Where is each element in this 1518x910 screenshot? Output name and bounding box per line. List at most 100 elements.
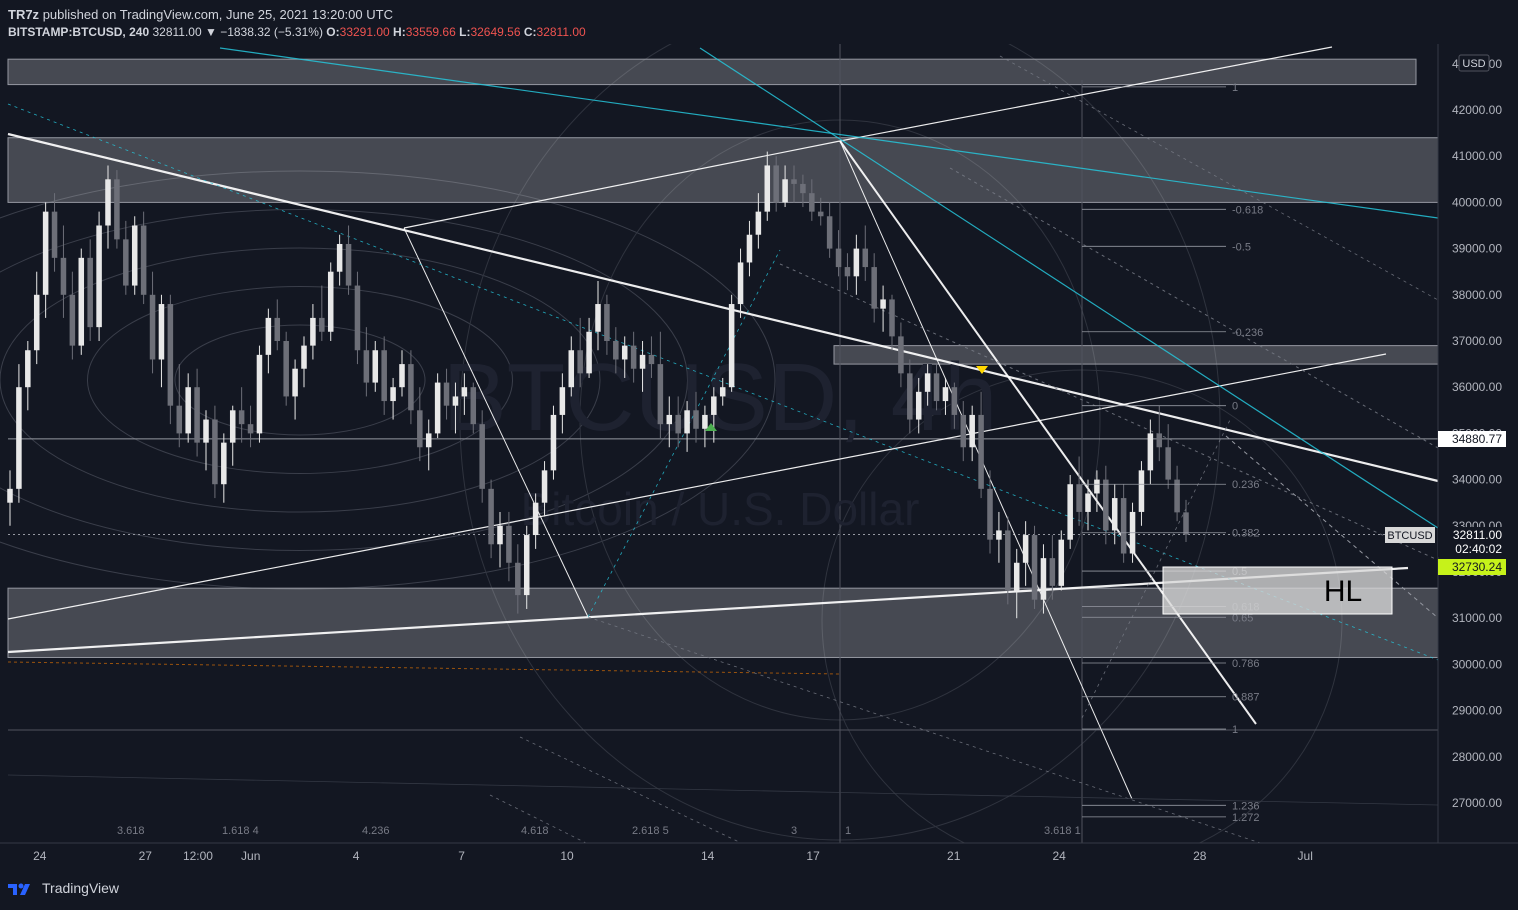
high-value: 33559.66 xyxy=(405,25,456,39)
hl-annotation-box[interactable] xyxy=(1162,566,1393,615)
candle-body xyxy=(924,373,931,392)
watermark-name: Bitcoin / U.S. Dollar xyxy=(521,483,920,535)
candle-body xyxy=(1120,498,1127,554)
candle-body xyxy=(283,341,289,397)
countdown-label: 02:40:02 xyxy=(1455,542,1502,556)
fib-time-label: 3.618 xyxy=(117,825,145,837)
candle-body xyxy=(853,248,860,277)
price-tick-label: 30000.00 xyxy=(1452,657,1502,671)
candle-body xyxy=(229,410,236,443)
candle-body xyxy=(604,304,610,341)
candle-body xyxy=(1013,562,1020,591)
candle-body xyxy=(1111,498,1118,531)
trendline-drawings[interactable] xyxy=(7,46,1439,901)
open-value: 33291.00 xyxy=(339,25,390,39)
time-tick-label: 24 xyxy=(33,849,47,863)
candle-body xyxy=(1138,470,1145,512)
fib-level-label: 1 xyxy=(1232,82,1238,94)
time-axis[interactable] xyxy=(0,843,1518,870)
candle-body xyxy=(265,317,272,355)
fib-level-label: 0.786 xyxy=(1232,658,1260,670)
candle-body xyxy=(559,387,566,415)
candle-body xyxy=(425,433,432,448)
candle-body xyxy=(60,257,67,295)
candle-body xyxy=(185,387,191,434)
fib-time-label: 1.618 4 xyxy=(222,825,259,837)
trendline xyxy=(587,249,781,618)
candle-body xyxy=(140,225,147,295)
candle-body xyxy=(301,345,307,369)
price-change: ▼ −1838.32 (−5.31%) xyxy=(204,25,323,39)
candle-body xyxy=(523,535,530,596)
time-tick-label: 21 xyxy=(947,849,961,863)
candle-body xyxy=(381,350,387,402)
candle-body xyxy=(719,387,726,397)
candle-body xyxy=(292,368,298,397)
candle-body xyxy=(800,183,806,194)
footer xyxy=(0,870,1518,910)
candle-body xyxy=(149,294,156,360)
level-price-tag: 34880.77 xyxy=(1438,431,1506,447)
publish-info: TR7z published on TradingView.com, June … xyxy=(8,7,393,22)
candle-body xyxy=(835,248,842,268)
candle-body xyxy=(898,336,904,374)
candle-body xyxy=(488,488,494,545)
time-tick-label: 27 xyxy=(139,849,153,863)
candle-body xyxy=(951,387,958,415)
time-tick-label: Jul xyxy=(1298,849,1313,863)
candle-body xyxy=(461,387,468,397)
price-tick-label: 37000.00 xyxy=(1452,334,1502,348)
candle-body xyxy=(69,294,76,346)
candle-body xyxy=(16,387,22,489)
candle-body xyxy=(1031,535,1038,600)
up-marker xyxy=(705,423,717,431)
watermark-symbol: BTCUSD, 4h xyxy=(443,344,998,451)
fib-level-label: -0.618 xyxy=(1232,204,1263,216)
candle-body xyxy=(336,243,343,272)
last-price: 32811.00 xyxy=(152,25,202,39)
svg-text:BTCUSD: BTCUSD xyxy=(1387,530,1432,542)
candle-body xyxy=(1067,484,1073,540)
candle-body xyxy=(203,419,209,443)
price-tick-label: 41000.00 xyxy=(1452,149,1502,163)
symbol-label[interactable]: BITSTAMP:BTCUSD, 240 xyxy=(8,25,150,39)
candle-body xyxy=(452,396,459,406)
candle-body xyxy=(532,502,539,536)
candle-body xyxy=(1094,479,1100,494)
price-zone xyxy=(7,58,1417,86)
candle-body xyxy=(1103,479,1109,531)
candle-body xyxy=(1058,539,1065,586)
fib-time-label: 2.618 5 xyxy=(632,825,669,837)
candle-body xyxy=(399,364,405,388)
ohlc-legend: BITSTAMP:BTCUSD, 240 32811.00 ▼ −1838.32… xyxy=(8,25,586,39)
candle-body xyxy=(51,211,58,258)
svg-text:34880.77: 34880.77 xyxy=(1452,432,1502,446)
fib-level-label: 0.382 xyxy=(1232,528,1260,540)
candle-body xyxy=(105,179,111,226)
candle-body xyxy=(987,488,993,540)
candle-body xyxy=(702,414,708,429)
candle-body xyxy=(176,405,183,434)
time-tick-label: 17 xyxy=(806,849,820,863)
currency-badge[interactable] xyxy=(1458,54,1490,72)
hl-annotation-text: HL xyxy=(1324,575,1362,608)
candle-body xyxy=(871,267,877,309)
candle-body xyxy=(194,387,200,443)
candle-body xyxy=(256,354,263,434)
price-tick-label: 28000.00 xyxy=(1452,750,1502,764)
candle-body xyxy=(363,350,370,383)
tradingview-logo[interactable]: TradingView xyxy=(8,880,119,896)
candle-body xyxy=(880,299,886,309)
candle-body xyxy=(996,530,1002,540)
trendline xyxy=(1225,435,1439,619)
candle-body xyxy=(657,364,664,425)
author-name[interactable]: TR7z xyxy=(8,7,40,22)
fib-circle xyxy=(0,247,601,513)
candle-body xyxy=(1147,433,1154,471)
candle-body xyxy=(1022,535,1029,563)
candle-body xyxy=(96,225,102,328)
candle-body xyxy=(809,193,815,212)
currency-badge-label: USD xyxy=(1462,58,1485,70)
candle-body xyxy=(764,165,771,212)
